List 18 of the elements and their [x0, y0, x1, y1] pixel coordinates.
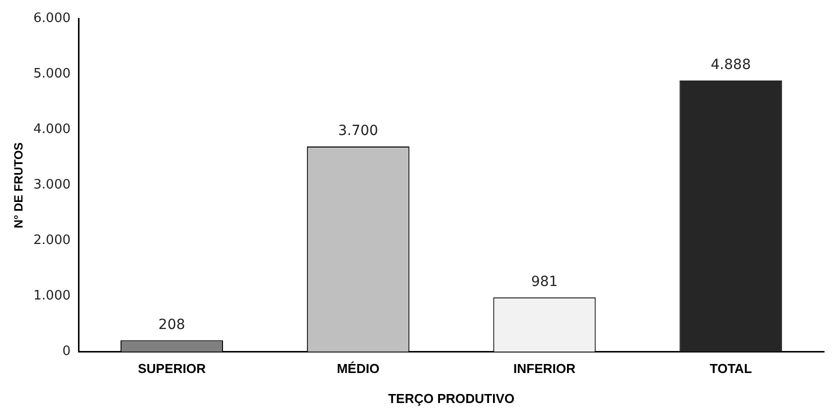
data-label: 208 — [158, 316, 186, 333]
y-tick-label: 3.000 — [33, 178, 71, 193]
y-tick-label: 4.000 — [33, 122, 71, 138]
y-tick-label: 2.000 — [33, 233, 71, 248]
data-label: 4.888 — [710, 57, 751, 74]
y-tick-label: 6.000 — [33, 11, 71, 26]
x-tick-label: SUPERIOR — [138, 361, 206, 376]
x-axis-title: TERÇO PRODUTIVO — [388, 390, 515, 406]
y-tick-label: 1.000 — [33, 288, 71, 304]
bar — [680, 80, 782, 352]
data-label: 981 — [531, 274, 558, 290]
x-tick-label: INFERIOR — [513, 361, 576, 376]
x-tick-label: TOTAL — [710, 361, 752, 376]
data-label: 3.700 — [338, 123, 378, 140]
x-tick-label: MÉDIO — [336, 361, 380, 376]
y-tick-label: 0 — [62, 344, 71, 360]
y-tick-label: 5.000 — [33, 66, 71, 82]
y-axis-title: N° DE FRUTOS — [12, 142, 26, 228]
